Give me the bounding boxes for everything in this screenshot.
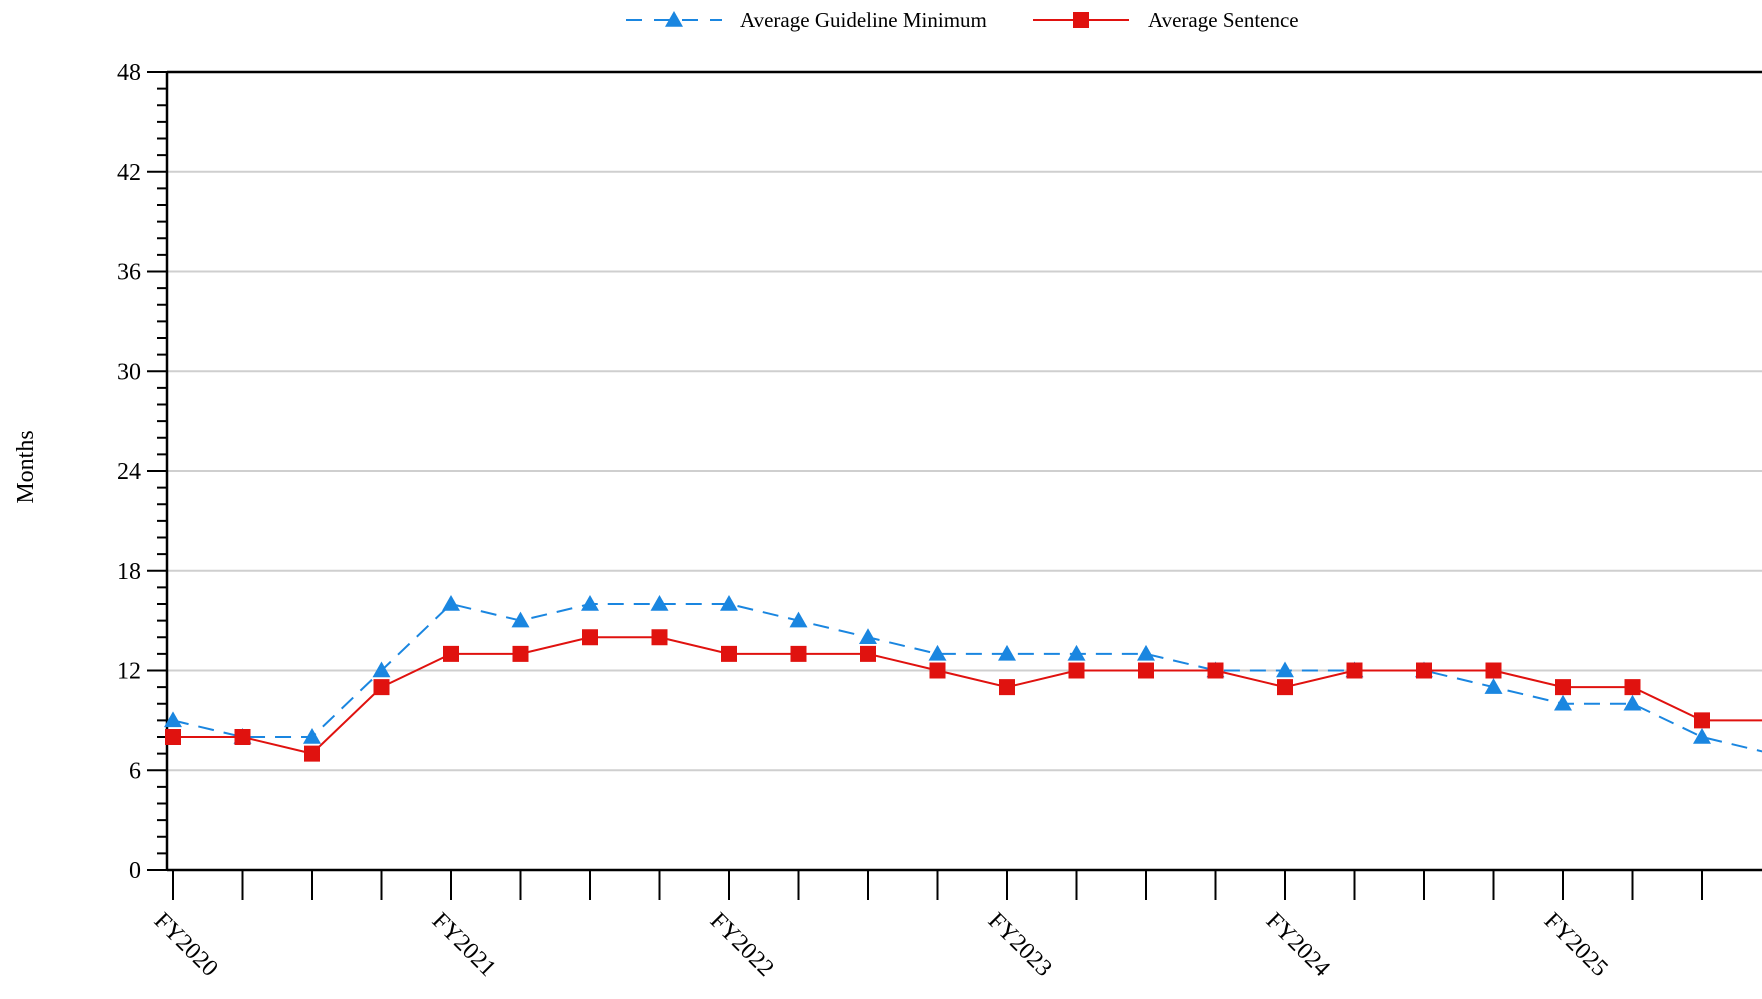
triangle-marker (1484, 678, 1503, 694)
legend-triangle-marker (665, 11, 683, 27)
triangle-marker (720, 595, 738, 611)
series-line (172, 602, 1762, 753)
y-tick-label: 6 (129, 758, 141, 784)
y-tick-label: 30 (117, 359, 141, 385)
square-marker (373, 679, 390, 696)
triangle-marker (928, 644, 947, 661)
x-tick-label: FY2022 (705, 908, 779, 982)
legend-label: Average Sentence (1148, 8, 1299, 32)
square-marker (721, 645, 737, 662)
x-tick-label: FY2021 (427, 908, 501, 982)
triangle-marker (372, 661, 391, 678)
y-tick-label: 24 (117, 459, 141, 485)
legend-item: Average Sentence (1033, 8, 1299, 32)
square-marker (1694, 712, 1710, 729)
square-marker (1624, 679, 1641, 696)
square-marker (999, 679, 1015, 696)
square-marker (443, 645, 459, 662)
triangle-marker (581, 595, 599, 611)
square-marker (1346, 662, 1363, 679)
square-marker (1138, 662, 1154, 679)
axis-ticks: 0 6 12 18 24 30 36 42 48 FY2020 FY2021 FY2022 FY2023… (117, 60, 1703, 982)
square-marker (234, 729, 251, 745)
legend: Average Guideline Minimum Average Sentenc… (626, 8, 1299, 32)
x-tick-label: FY2025 (1539, 908, 1613, 982)
triangle-marker (511, 611, 530, 628)
triangle-marker (1067, 644, 1086, 661)
series-line (173, 636, 1762, 755)
square-marker (1416, 662, 1432, 679)
triangle-marker (789, 611, 808, 628)
legend-item: Average Guideline Minimum (626, 8, 987, 32)
legend-square-marker (1073, 12, 1089, 28)
square-marker (582, 629, 598, 646)
y-tick-label: 18 (117, 559, 141, 585)
triangle-marker (1623, 694, 1642, 711)
y-tick-label: 12 (117, 659, 141, 685)
x-tick-label: FY2024 (1261, 908, 1335, 982)
triangle-marker (1137, 644, 1155, 661)
triangle-marker (1276, 661, 1294, 678)
triangle-marker (303, 728, 321, 744)
triangle-marker (1554, 694, 1572, 711)
x-tick-label: FY2020 (149, 908, 223, 982)
triangle-marker (1693, 728, 1711, 744)
grid-lines (167, 170, 1762, 772)
legend-label: Average Guideline Minimum (740, 8, 987, 32)
square-marker (860, 645, 876, 662)
series-sentence (165, 629, 1762, 762)
square-marker (929, 662, 946, 679)
square-marker (304, 745, 320, 762)
square-marker (1277, 679, 1293, 696)
y-tick-label: 48 (117, 60, 141, 86)
square-marker (1207, 662, 1224, 679)
triangle-marker (164, 711, 182, 728)
square-marker (512, 645, 529, 662)
square-marker (1485, 662, 1502, 679)
data-series (164, 595, 1762, 762)
y-tick-label: 42 (117, 160, 141, 186)
square-marker (165, 729, 181, 745)
square-marker (1068, 662, 1085, 679)
triangle-marker (650, 595, 669, 611)
y-tick-label: 0 (129, 858, 141, 884)
square-marker (651, 629, 668, 646)
x-tick-label: FY2023 (983, 908, 1057, 982)
y-axis-title: Months (13, 430, 39, 503)
triangle-marker (442, 595, 460, 611)
y-tick-label: 36 (117, 260, 141, 286)
square-marker (1555, 679, 1571, 696)
square-marker (790, 645, 807, 662)
triangle-marker (859, 628, 877, 644)
triangle-marker (998, 644, 1016, 661)
